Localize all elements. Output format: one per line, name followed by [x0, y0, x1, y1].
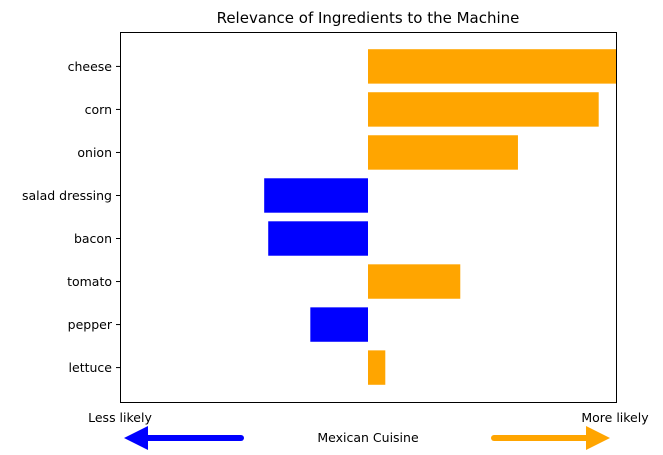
bars-group	[264, 49, 616, 385]
less-likely-label: Less likely	[88, 410, 152, 425]
y-tick-label: pepper	[68, 317, 113, 332]
bar-pepper	[310, 307, 368, 342]
plot-frame	[120, 32, 617, 403]
y-tick-label: salad dressing	[22, 188, 112, 203]
y-axis-ticks: cheese corn onion salad dressing bacon tomato…	[22, 59, 120, 375]
bar-tomato	[368, 264, 461, 299]
bar-bacon	[268, 221, 368, 256]
y-tick-label: corn	[85, 102, 112, 117]
bar-lettuce	[368, 350, 386, 385]
more-likely-label: More likely	[581, 410, 649, 425]
x-axis-label: Mexican Cuisine	[317, 430, 419, 445]
bar-onion	[368, 135, 518, 170]
y-tick-label: bacon	[74, 231, 112, 246]
y-tick-label: tomato	[67, 274, 112, 289]
y-tick-label: cheese	[68, 59, 113, 74]
y-tick-label: lettuce	[69, 360, 113, 375]
bar-cheese	[368, 49, 616, 84]
bar-corn	[368, 92, 599, 127]
bar-salad-dressing	[264, 178, 368, 213]
chart-title: Relevance of Ingredients to the Machine	[217, 9, 520, 27]
y-tick-label: onion	[77, 145, 112, 160]
